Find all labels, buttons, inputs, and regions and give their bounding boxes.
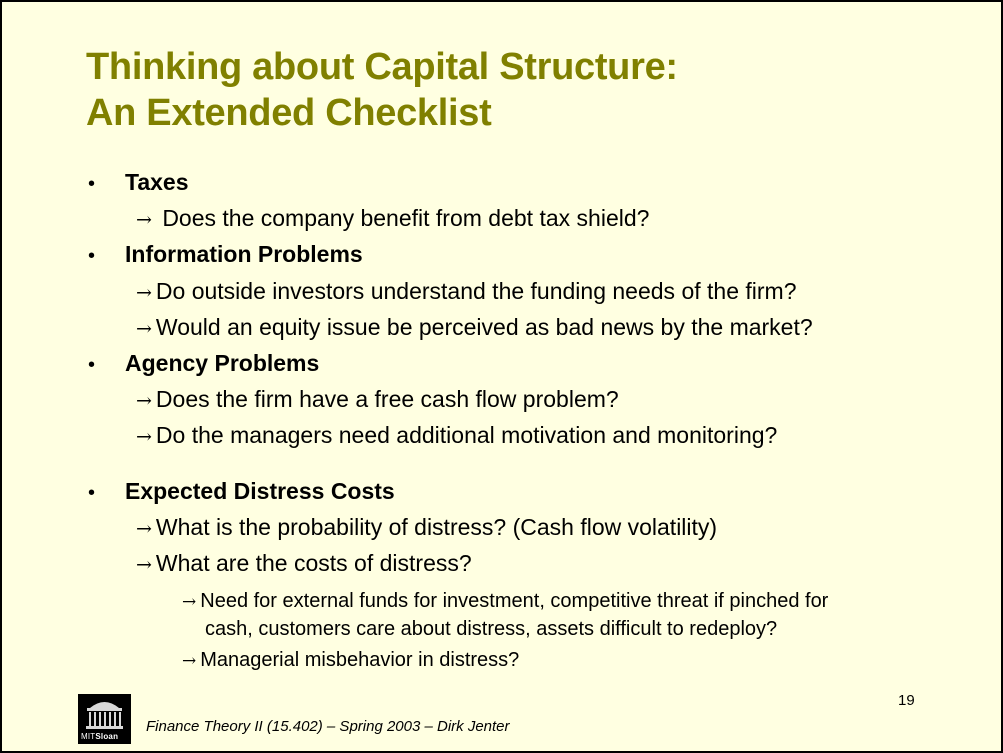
arrow-icon: → bbox=[136, 282, 152, 304]
bullet-glyph: • bbox=[88, 354, 96, 376]
subpoint-distress-2: → Managerial misbehavior in distress? bbox=[182, 647, 519, 675]
point-text: Does the firm have a free cash flow prob… bbox=[155, 386, 619, 412]
subpoint-text-continued: cash, customers care about distress, ass… bbox=[205, 618, 778, 640]
bullet-glyph: • bbox=[88, 173, 96, 195]
subpoint-text: Need for external funds for investment, … bbox=[200, 590, 829, 612]
point-text: What are the costs of distress? bbox=[155, 550, 472, 576]
subpoint-text: Managerial misbehavior in distress? bbox=[200, 649, 520, 671]
heading-information-problems: Information Problems bbox=[125, 241, 363, 267]
bullet-glyph: • bbox=[88, 482, 96, 504]
point-distress-2: → What are the costs of distress? bbox=[136, 550, 472, 577]
footer-text: Finance Theory II (15.402) – Spring 2003… bbox=[146, 718, 510, 735]
point-text: Do outside investors understand the fund… bbox=[155, 278, 797, 304]
point-distress-1: → What is the probability of distress? (C… bbox=[136, 514, 717, 541]
point-taxes-1: → Does the company benefit from debt tax… bbox=[136, 205, 649, 232]
arrow-icon: → bbox=[136, 426, 152, 448]
bullet-glyph: • bbox=[88, 245, 96, 267]
point-information-1: → Do outside investors understand the fun… bbox=[136, 278, 797, 305]
point-text: What is the probability of distress? (Ca… bbox=[155, 514, 718, 540]
arrow-icon: → bbox=[182, 592, 197, 612]
title-line-2: An Extended Checklist bbox=[86, 92, 492, 134]
logo-text: MITSloan bbox=[81, 732, 119, 741]
arrow-icon: → bbox=[136, 390, 152, 412]
heading-agency-problems: Agency Problems bbox=[125, 350, 320, 376]
title-line-1: Thinking about Capital Structure: bbox=[86, 46, 678, 88]
slide-title: Thinking about Capital Structure: An Ext… bbox=[86, 44, 678, 136]
heading-taxes: Taxes bbox=[125, 169, 189, 195]
arrow-icon: → bbox=[182, 651, 197, 671]
arrow-icon: → bbox=[136, 209, 152, 231]
arrow-icon: → bbox=[136, 554, 152, 576]
point-information-2: → Would an equity issue be perceived as b… bbox=[136, 314, 813, 341]
point-text: Would an equity issue be perceived as ba… bbox=[155, 314, 813, 340]
point-text: Do the managers need additional motivati… bbox=[155, 422, 778, 448]
subpoint-distress-1: → Need for external funds for investment,… bbox=[182, 588, 828, 643]
heading-expected-distress-costs: Expected Distress Costs bbox=[125, 478, 395, 504]
point-agency-1: → Does the firm have a free cash flow pro… bbox=[136, 386, 619, 413]
page-number: 19 bbox=[898, 692, 915, 709]
dome-building-icon bbox=[86, 702, 123, 729]
point-text: Does the company benefit from debt tax s… bbox=[162, 205, 650, 231]
point-agency-2: → Do the managers need additional motivat… bbox=[136, 422, 777, 449]
mit-sloan-logo: MITSloan bbox=[78, 694, 131, 744]
arrow-icon: → bbox=[136, 318, 152, 340]
arrow-icon: → bbox=[136, 518, 152, 540]
